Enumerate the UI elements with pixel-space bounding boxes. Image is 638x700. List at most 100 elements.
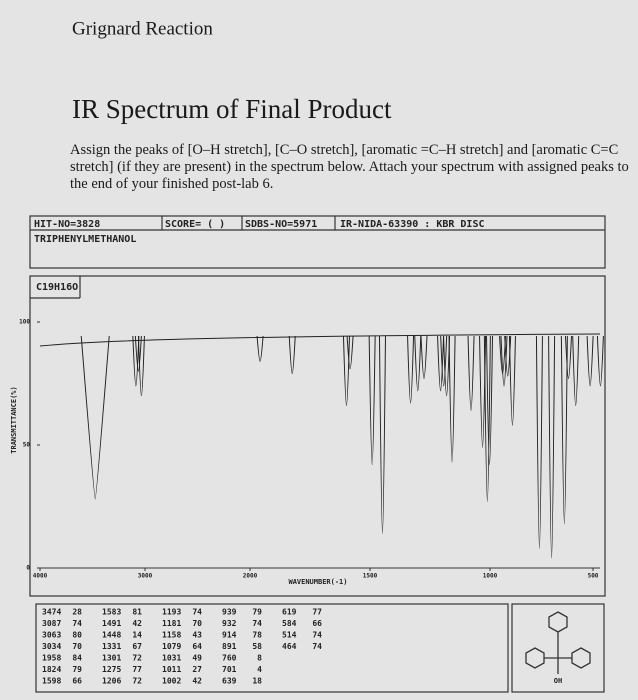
peak xyxy=(80,335,110,500)
peak-wavenumber: 1011 xyxy=(162,665,181,674)
y-tick-label: 0 xyxy=(26,565,30,572)
peak-transmittance: 77 xyxy=(132,665,142,674)
peak-transmittance: 42 xyxy=(132,619,142,628)
ring xyxy=(525,647,545,669)
peak-wavenumber: 1031 xyxy=(162,654,181,663)
formula: C19H16O xyxy=(36,282,78,293)
peak-transmittance: 74 xyxy=(252,619,262,628)
peak-transmittance: 74 xyxy=(192,608,202,617)
peak-transmittance: 67 xyxy=(132,642,142,651)
table-box xyxy=(35,603,509,693)
peak-wavenumber: 1598 xyxy=(42,677,61,686)
y-axis-label: TRANSMITTANCE(%) xyxy=(10,386,18,453)
peak xyxy=(414,335,422,392)
peak-wavenumber: 3063 xyxy=(42,631,61,640)
plot-box xyxy=(29,275,606,597)
y-tick-label: 50 xyxy=(23,442,31,449)
peak xyxy=(368,335,376,466)
peak-wavenumber: 1275 xyxy=(102,665,121,674)
peak xyxy=(256,335,264,362)
peak-wavenumber: 939 xyxy=(222,608,237,617)
peak-wavenumber: 932 xyxy=(222,619,237,628)
peak xyxy=(564,335,572,380)
peak-transmittance: 78 xyxy=(252,631,262,640)
peak-wavenumber: 891 xyxy=(222,642,237,651)
peak xyxy=(134,335,142,372)
peak-wavenumber: 1448 xyxy=(102,631,121,640)
instructions: Assign the peaks of [O–H stretch], [C–O … xyxy=(70,142,629,192)
peak-transmittance: 74 xyxy=(72,619,82,628)
hit-no: HIT-NO=3828 xyxy=(34,219,100,230)
peak xyxy=(467,335,475,412)
peak-wavenumber: 701 xyxy=(222,665,237,674)
peak xyxy=(572,335,580,407)
peak-transmittance: 49 xyxy=(192,654,202,663)
peak xyxy=(132,335,140,387)
peak-wavenumber: 1301 xyxy=(102,654,121,663)
peak xyxy=(535,335,543,549)
peak-transmittance: 74 xyxy=(312,631,322,640)
peak-wavenumber: 1824 xyxy=(42,665,61,674)
peak xyxy=(596,335,604,387)
peak-transmittance: 42 xyxy=(192,677,202,686)
x-axis-label: WAVENUMBER(-1) xyxy=(288,578,347,586)
peak-transmittance: 79 xyxy=(252,608,262,617)
peak-wavenumber: 464 xyxy=(282,642,297,651)
peak-wavenumber: 3474 xyxy=(42,608,61,617)
peak-transmittance: 72 xyxy=(132,654,142,663)
baseline xyxy=(39,333,601,347)
peak-wavenumber: 914 xyxy=(222,631,237,640)
peak xyxy=(137,335,145,397)
header-box xyxy=(29,215,606,269)
peak xyxy=(407,335,415,404)
peak-wavenumber: 584 xyxy=(282,619,297,628)
peak-transmittance: 43 xyxy=(192,631,202,640)
peak-transmittance: 79 xyxy=(72,665,82,674)
spectrum-frame xyxy=(29,215,606,693)
x-tick-label: 1000 xyxy=(483,573,498,580)
peak-wavenumber: 1491 xyxy=(102,619,121,628)
peak-wavenumber: 3087 xyxy=(42,619,61,628)
peak xyxy=(440,335,448,387)
peak-wavenumber: 1079 xyxy=(162,642,181,651)
peak xyxy=(483,335,491,503)
peak-wavenumber: 639 xyxy=(222,677,237,686)
ring xyxy=(571,647,591,669)
peak-transmittance: 4 xyxy=(257,665,262,674)
peak-wavenumber: 1181 xyxy=(162,619,181,628)
structure-label: OH xyxy=(554,677,562,685)
peak-transmittance: 14 xyxy=(132,631,142,640)
peak-transmittance: 72 xyxy=(132,677,142,686)
x-tick-label: 2000 xyxy=(243,573,258,580)
score: SCORE= ( ) xyxy=(165,219,225,230)
title: Grignard Reaction xyxy=(72,18,213,39)
peak-wavenumber: 760 xyxy=(222,654,237,663)
compound: TRIPHENYLMETHANOL xyxy=(34,234,136,245)
peak-wavenumber: 1193 xyxy=(162,608,181,617)
peak xyxy=(437,335,445,392)
peak-transmittance: 84 xyxy=(72,654,82,663)
peak xyxy=(560,335,568,525)
peak-transmittance: 28 xyxy=(72,608,82,617)
peak xyxy=(448,335,456,463)
structure xyxy=(525,611,591,674)
x-tick-label: 500 xyxy=(588,573,599,580)
instructions-box: Assign the peaks of [O–H stretch], [C–O … xyxy=(70,142,629,192)
peak-transmittance: 27 xyxy=(192,665,202,674)
peak-wavenumber: 1002 xyxy=(162,677,181,686)
peak-wavenumber: 3034 xyxy=(42,642,61,651)
peak-transmittance: 74 xyxy=(312,642,322,651)
peak-transmittance: 18 xyxy=(252,677,262,686)
x-tick-label: 1500 xyxy=(363,573,378,580)
peak xyxy=(586,335,594,387)
source: IR-NIDA-63390 : KBR DISC xyxy=(340,219,485,230)
sdbs-no: SDBS-NO=5971 xyxy=(245,219,317,230)
peak-wavenumber: 1583 xyxy=(102,608,121,617)
peak xyxy=(486,335,494,466)
peak xyxy=(378,335,386,535)
y-tick-label: 100 xyxy=(19,319,30,326)
peak xyxy=(548,335,556,559)
peak-transmittance: 66 xyxy=(72,677,82,686)
